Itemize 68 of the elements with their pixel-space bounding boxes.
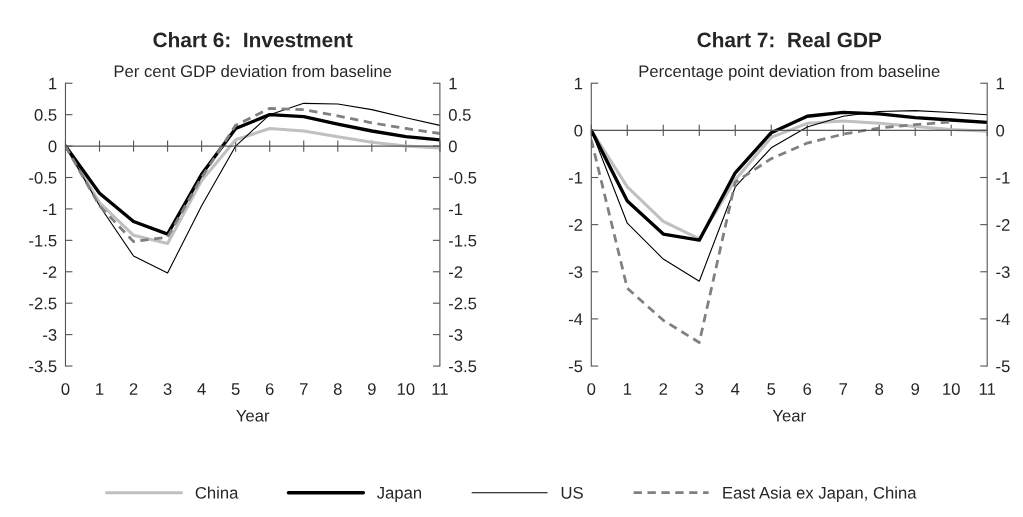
y2-tick-label: -0.5 bbox=[448, 171, 477, 184]
y-tick-label: -4 bbox=[568, 313, 583, 325]
x-tick-label: 2 bbox=[129, 383, 138, 395]
x-tick-label: 2 bbox=[659, 383, 668, 395]
y-tick-label: -3.5 bbox=[29, 360, 57, 373]
x-axis-title: Year bbox=[772, 409, 806, 422]
y2-tick-label: -1.5 bbox=[448, 234, 477, 247]
x-tick-label: 11 bbox=[432, 383, 448, 395]
y-tick-label: -3 bbox=[43, 329, 57, 341]
y2-tick-label: -3 bbox=[448, 329, 463, 341]
legend-label: Japan bbox=[376, 487, 422, 502]
y-tick-label: -2 bbox=[568, 219, 583, 231]
y2-tick-label: -4 bbox=[996, 313, 1010, 325]
chart-title: Chart 7: Real GDP bbox=[697, 32, 882, 48]
x-tick-label: 10 bbox=[943, 383, 960, 395]
x-tick-label: 6 bbox=[803, 383, 812, 395]
y2-tick-label: 0 bbox=[996, 124, 1005, 137]
x-tick-label: 7 bbox=[299, 383, 308, 395]
chart-subtitle: Per cent GDP deviation from baseline bbox=[114, 64, 392, 78]
x-tick-label: 0 bbox=[61, 383, 70, 395]
x-tick-label: 9 bbox=[367, 383, 376, 395]
x-tick-label: 1 bbox=[96, 383, 104, 395]
x-tick-label: 5 bbox=[231, 383, 240, 395]
x-tick-label: 1 bbox=[623, 383, 632, 395]
legend-label: East Asia ex Japan, China bbox=[723, 486, 917, 502]
x-tick-label: 7 bbox=[839, 383, 848, 395]
legend-label: China bbox=[195, 486, 239, 499]
y2-tick-label: -3 bbox=[996, 266, 1010, 278]
y2-tick-label: -3.5 bbox=[448, 360, 477, 373]
y2-tick-label: 1 bbox=[449, 77, 457, 90]
legend-label: US bbox=[561, 486, 583, 499]
chart-title: Chart 6: Investment bbox=[153, 32, 353, 48]
y-tick-label: -2 bbox=[43, 266, 57, 278]
y-tick-label: -3 bbox=[568, 266, 583, 278]
y-tick-label: 1 bbox=[49, 77, 57, 90]
x-tick-label: 4 bbox=[731, 383, 740, 395]
y-tick-label: 1 bbox=[574, 77, 583, 90]
y-tick-label: 0 bbox=[48, 140, 57, 153]
y-tick-label: -5 bbox=[568, 360, 583, 373]
y2-tick-label: -2 bbox=[448, 266, 463, 278]
x-tick-label: 3 bbox=[695, 383, 704, 395]
x-tick-label: 11 bbox=[979, 383, 996, 395]
x-tick-label: 10 bbox=[397, 383, 415, 395]
y2-tick-label: 0.5 bbox=[448, 109, 471, 121]
y-tick-label: -2.5 bbox=[29, 297, 57, 310]
x-axis-title: Year bbox=[236, 409, 270, 422]
x-tick-label: 6 bbox=[265, 383, 274, 395]
y-tick-label: -0.5 bbox=[29, 171, 57, 184]
y-tick-label: 0.5 bbox=[34, 109, 57, 121]
y-tick-label: -1 bbox=[43, 203, 57, 215]
x-tick-label: 5 bbox=[767, 383, 776, 395]
y2-tick-label: 0 bbox=[448, 140, 457, 153]
x-tick-label: 0 bbox=[587, 383, 596, 395]
x-tick-label: 8 bbox=[333, 383, 342, 395]
x-tick-label: 9 bbox=[911, 383, 920, 395]
y-tick-label: -1.5 bbox=[29, 234, 57, 247]
y2-tick-label: 1 bbox=[996, 77, 1004, 90]
y2-tick-label: -5 bbox=[996, 360, 1010, 373]
x-tick-label: 3 bbox=[163, 383, 172, 395]
chart-subtitle: Percentage point deviation from baseline bbox=[639, 64, 940, 81]
y2-tick-label: -2.5 bbox=[448, 297, 477, 310]
x-tick-label: 8 bbox=[875, 383, 884, 395]
y2-tick-label: -1 bbox=[996, 172, 1010, 184]
x-tick-label: 4 bbox=[197, 383, 206, 395]
y-tick-label: -1 bbox=[568, 172, 583, 184]
y2-tick-label: -2 bbox=[996, 219, 1010, 231]
y2-tick-label: -1 bbox=[448, 203, 463, 215]
y-tick-label: 0 bbox=[574, 124, 583, 137]
